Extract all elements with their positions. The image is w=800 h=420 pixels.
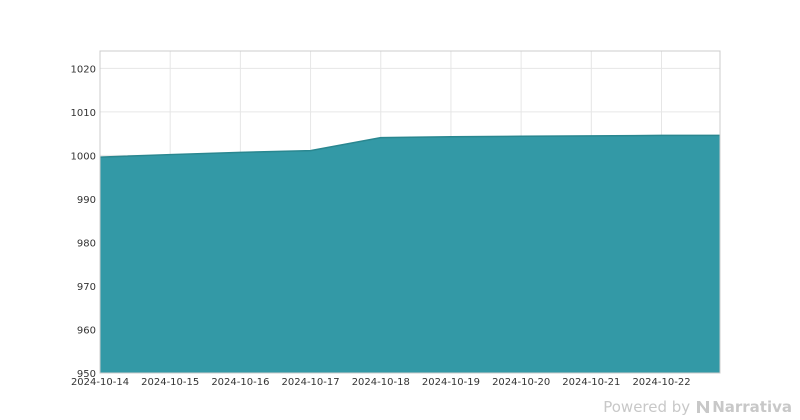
y-tick-label: 1010 — [71, 108, 96, 119]
plot-border — [99, 50, 721, 374]
x-tick-label: 2024-10-14 — [71, 377, 129, 388]
y-tick-label: 950 — [77, 369, 96, 380]
footer-credit: Powered by Narrativa — [603, 398, 792, 416]
area-series — [99, 134, 720, 373]
x-tick-label: 2024-10-19 — [422, 377, 480, 388]
powered-by-text: Powered by — [603, 398, 691, 416]
x-tick-label: 2024-10-22 — [632, 377, 690, 388]
y-tick-label: 1000 — [71, 151, 96, 162]
y-tick-label: 960 — [77, 325, 96, 336]
x-tick-label: 2024-10-20 — [492, 377, 550, 388]
plot-frame — [99, 50, 721, 374]
x-tick-label: 2024-10-16 — [211, 377, 269, 388]
y-tick-label: 980 — [77, 238, 96, 249]
area-line — [99, 134, 720, 158]
x-tick-label: 2024-10-21 — [562, 377, 620, 388]
x-tick-label: 2024-10-17 — [282, 377, 340, 388]
y-tick-label: 970 — [77, 282, 96, 293]
brand-name: Narrativa — [712, 398, 792, 416]
y-tick-label: 990 — [77, 195, 96, 206]
narrativa-logo-icon — [697, 401, 710, 413]
x-tick-label: 2024-10-15 — [141, 377, 199, 388]
x-axis: 2024-10-14 2024-10-15 2024-10-16 2024-10-17… — [71, 377, 691, 388]
y-tick-label: 1020 — [71, 64, 96, 75]
brand: Narrativa — [696, 398, 792, 416]
y-axis: 950 960 970 980 990 1000 1010 1020 — [71, 64, 96, 380]
area-fill — [100, 135, 720, 373]
x-tick-label: 2024-10-18 — [352, 377, 410, 388]
